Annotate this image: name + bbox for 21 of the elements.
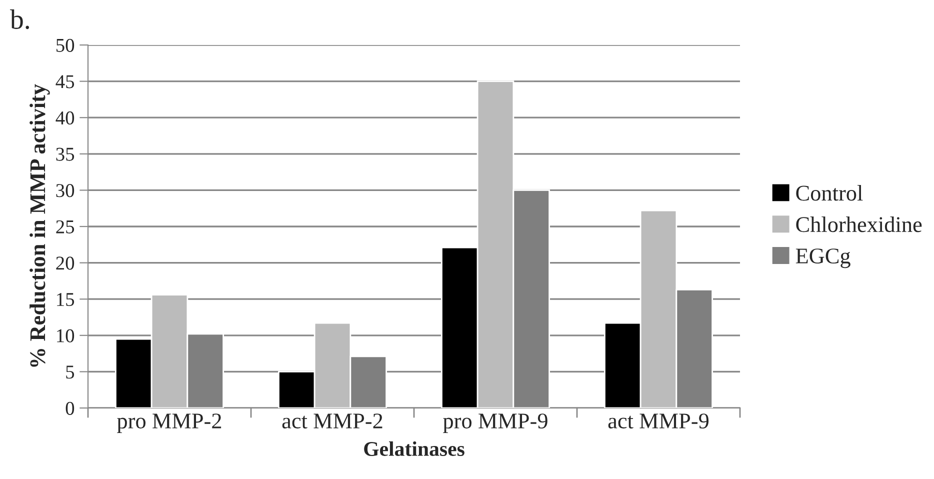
x-tick-label: act MMP-9: [608, 414, 709, 428]
y-tick-label: 35: [56, 148, 74, 161]
x-axis-title: Gelatinases: [364, 441, 464, 456]
y-tick-label: 30: [56, 184, 74, 198]
x-tick-label: pro MMP-9: [443, 414, 548, 434]
x-tick-label: pro MMP-2: [117, 414, 222, 434]
y-tick-label: 25: [56, 220, 74, 234]
y-tick-label: 50: [56, 38, 74, 52]
y-tick-label: 40: [56, 111, 74, 125]
legend-label: Chlorhexidine: [796, 216, 922, 232]
y-tick-label: 15: [57, 293, 74, 306]
y-tick-label: 10: [57, 329, 74, 342]
y-tick-label: 45: [56, 75, 74, 88]
y-tick-label: 5: [66, 366, 74, 379]
legend-label: EGCg: [796, 248, 850, 268]
y-axis-title: % Reduction in MMP activity: [30, 84, 50, 367]
legend-label: Control: [796, 185, 863, 201]
y-tick-label: 0: [66, 402, 74, 415]
x-tick-label: act MMP-2: [282, 414, 382, 428]
text: b.: [10, 9, 29, 30]
y-tick-label: 20: [56, 256, 74, 270]
